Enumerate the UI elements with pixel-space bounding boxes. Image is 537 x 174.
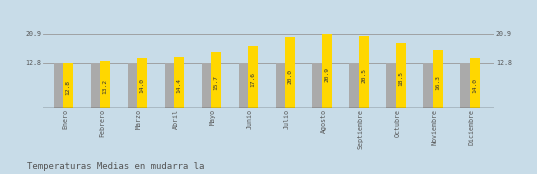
Text: 15.7: 15.7 xyxy=(214,76,219,90)
Bar xyxy=(396,43,406,108)
Bar xyxy=(238,63,249,108)
Bar xyxy=(174,57,184,108)
Bar xyxy=(460,63,471,108)
Bar xyxy=(63,63,73,108)
Text: 13.2: 13.2 xyxy=(103,79,107,94)
Text: 20.9: 20.9 xyxy=(496,31,512,37)
Text: 20.0: 20.0 xyxy=(287,69,293,84)
Bar xyxy=(211,53,221,108)
Bar xyxy=(387,63,397,108)
Bar xyxy=(54,63,64,108)
Text: 20.9: 20.9 xyxy=(324,67,329,82)
Text: 12.8: 12.8 xyxy=(25,60,41,66)
Bar xyxy=(350,63,360,108)
Text: 17.6: 17.6 xyxy=(250,72,256,88)
Bar xyxy=(128,63,138,108)
Bar xyxy=(285,37,295,108)
Text: 14.0: 14.0 xyxy=(473,78,477,93)
Bar xyxy=(100,61,110,108)
Bar xyxy=(91,63,101,108)
Text: 20.9: 20.9 xyxy=(25,31,41,37)
Bar xyxy=(248,46,258,108)
Bar xyxy=(322,34,332,108)
Bar xyxy=(313,63,323,108)
Text: 12.8: 12.8 xyxy=(496,60,512,66)
Text: 14.0: 14.0 xyxy=(140,78,144,93)
Text: Temperaturas Medias en mudarra la: Temperaturas Medias en mudarra la xyxy=(27,161,204,171)
Text: 20.5: 20.5 xyxy=(361,68,366,83)
Bar xyxy=(423,63,434,108)
Text: 14.4: 14.4 xyxy=(177,78,182,93)
Text: 16.3: 16.3 xyxy=(436,74,440,89)
Bar xyxy=(201,63,212,108)
Text: 12.8: 12.8 xyxy=(66,80,70,95)
Bar xyxy=(137,58,147,108)
Bar xyxy=(470,58,480,108)
Bar xyxy=(275,63,286,108)
Text: 18.5: 18.5 xyxy=(398,71,403,86)
Bar xyxy=(165,63,175,108)
Bar xyxy=(359,35,369,108)
Bar xyxy=(433,50,443,108)
